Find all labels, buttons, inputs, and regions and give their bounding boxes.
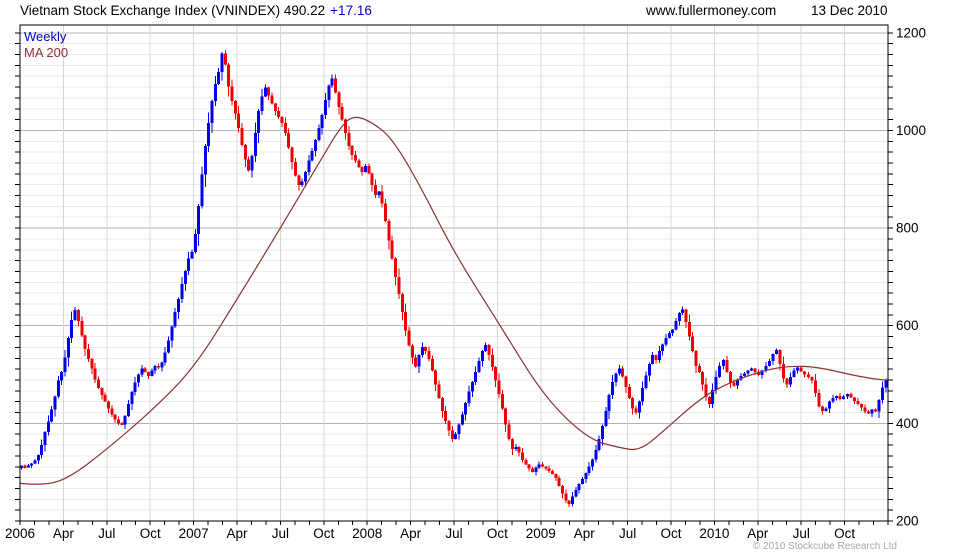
site-link[interactable]: www.fullermoney.com — [646, 3, 777, 18]
svg-text:Jul: Jul — [272, 526, 289, 541]
chart-date: 13 Dec 2010 — [811, 3, 888, 18]
svg-text:200: 200 — [896, 514, 919, 529]
copyright-notice: © 2010 Stockcube Research Ltd — [752, 541, 897, 552]
legend-ma200: MA 200 — [24, 45, 69, 60]
svg-text:2010: 2010 — [699, 526, 729, 541]
chart-change-value: +17.16 — [330, 3, 372, 18]
svg-text:1200: 1200 — [896, 25, 926, 40]
svg-text:Oct: Oct — [140, 526, 161, 541]
svg-text:Apr: Apr — [574, 526, 596, 541]
svg-text:2008: 2008 — [352, 526, 382, 541]
svg-text:Apr: Apr — [400, 526, 422, 541]
chart-title-text: Vietnam Stock Exchange Index (VNINDEX) 4… — [20, 3, 326, 18]
svg-text:800: 800 — [896, 221, 919, 236]
svg-text:Oct: Oct — [660, 526, 681, 541]
svg-text:Oct: Oct — [834, 526, 855, 541]
svg-text:400: 400 — [896, 416, 919, 431]
svg-text:Oct: Oct — [313, 526, 334, 541]
svg-text:Jul: Jul — [98, 526, 115, 541]
svg-text:2009: 2009 — [526, 526, 556, 541]
svg-text:1000: 1000 — [896, 123, 926, 138]
svg-text:Oct: Oct — [487, 526, 508, 541]
legend-timeframe: Weekly — [24, 29, 67, 44]
chart-title: Vietnam Stock Exchange Index (VNINDEX) 4… — [20, 3, 372, 18]
svg-text:Apr: Apr — [53, 526, 75, 541]
svg-text:Jul: Jul — [619, 526, 636, 541]
svg-text:Apr: Apr — [747, 526, 769, 541]
svg-text:Jul: Jul — [445, 526, 462, 541]
svg-text:Jul: Jul — [793, 526, 810, 541]
svg-text:600: 600 — [896, 318, 919, 333]
svg-text:2007: 2007 — [179, 526, 209, 541]
svg-text:Apr: Apr — [226, 526, 248, 541]
svg-text:2006: 2006 — [5, 526, 35, 541]
